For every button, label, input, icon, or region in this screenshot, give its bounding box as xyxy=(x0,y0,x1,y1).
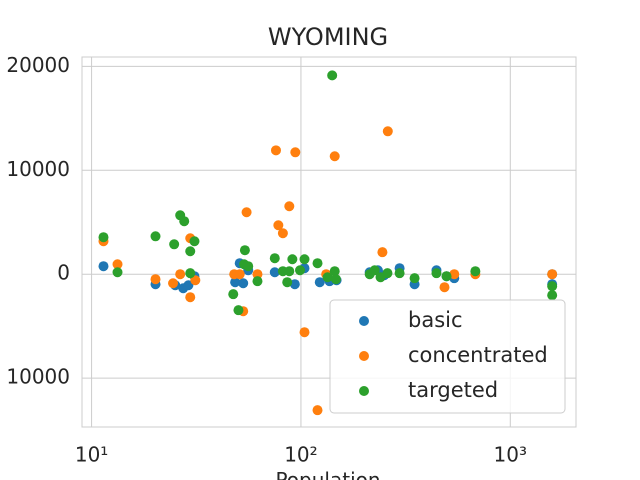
point xyxy=(150,274,161,285)
point xyxy=(190,275,201,286)
point xyxy=(329,151,340,162)
point xyxy=(234,269,245,280)
point xyxy=(233,305,244,316)
point xyxy=(239,245,250,256)
point xyxy=(431,268,442,279)
point xyxy=(230,277,241,288)
point xyxy=(295,265,306,276)
point xyxy=(175,269,186,280)
point xyxy=(289,279,300,290)
legend-label: targeted xyxy=(408,378,498,402)
point xyxy=(312,258,323,269)
legend-label: concentrated xyxy=(408,343,548,367)
point xyxy=(243,261,254,272)
point xyxy=(547,290,558,301)
point xyxy=(329,266,340,277)
legend-label: basic xyxy=(408,308,463,332)
chart-title: WYOMING xyxy=(268,23,388,51)
point xyxy=(183,280,194,291)
x-axis-label: Population xyxy=(275,468,380,480)
point xyxy=(439,282,450,293)
point xyxy=(369,265,380,276)
point xyxy=(299,254,310,265)
point xyxy=(394,268,405,279)
point xyxy=(269,267,280,278)
legend-marker xyxy=(359,386,369,396)
point xyxy=(277,228,288,239)
point xyxy=(241,207,252,218)
point xyxy=(547,281,558,292)
point xyxy=(112,259,123,270)
point xyxy=(238,278,249,289)
point xyxy=(470,266,481,277)
point xyxy=(322,272,333,283)
point xyxy=(273,220,284,231)
point xyxy=(382,268,393,279)
point xyxy=(185,246,196,257)
point xyxy=(150,231,161,242)
point xyxy=(449,269,460,280)
point xyxy=(270,145,281,156)
point xyxy=(282,277,293,288)
legend-box xyxy=(329,299,566,414)
point xyxy=(189,236,200,247)
legend-marker xyxy=(359,351,369,361)
point xyxy=(179,216,190,227)
point xyxy=(169,239,180,250)
point xyxy=(269,253,280,264)
plot-frame xyxy=(81,56,577,428)
point xyxy=(312,405,323,416)
y-tick-label: 0 xyxy=(57,261,70,285)
point xyxy=(284,201,295,212)
point xyxy=(252,269,263,280)
point xyxy=(327,70,338,81)
point xyxy=(98,261,109,272)
point xyxy=(185,268,196,279)
y-tick-label: 10000 xyxy=(6,157,70,181)
point xyxy=(377,247,388,258)
point xyxy=(547,269,558,280)
point xyxy=(284,266,295,277)
y-tick-label: 10000 xyxy=(6,365,70,389)
point xyxy=(314,277,325,288)
x-tick-label: 10¹ xyxy=(75,443,108,467)
point xyxy=(330,274,341,285)
point xyxy=(290,147,301,158)
point xyxy=(299,327,310,338)
point xyxy=(168,278,179,289)
point xyxy=(228,289,239,300)
point xyxy=(252,276,263,287)
point xyxy=(441,271,452,282)
point xyxy=(185,292,196,303)
point xyxy=(98,232,109,243)
point xyxy=(287,254,298,265)
point xyxy=(382,126,393,137)
y-tick-label: 20000 xyxy=(6,53,70,77)
x-tick-label: 10³ xyxy=(494,443,527,467)
x-tick-label: 10² xyxy=(284,443,317,467)
legend-marker xyxy=(359,316,369,326)
point xyxy=(112,267,123,278)
point xyxy=(409,273,420,284)
